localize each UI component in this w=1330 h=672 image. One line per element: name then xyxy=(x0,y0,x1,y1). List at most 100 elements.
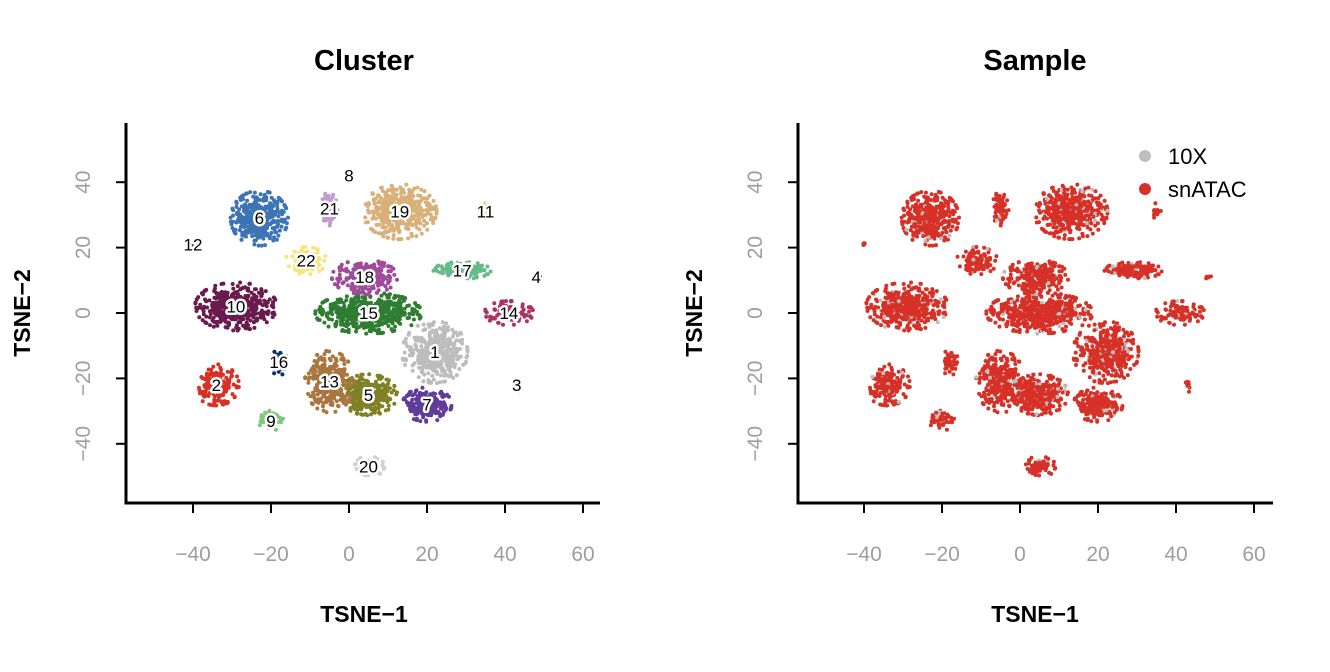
data-point xyxy=(306,391,311,396)
data-point xyxy=(528,305,533,309)
data-point xyxy=(429,345,434,349)
data-point xyxy=(1127,356,1132,361)
data-point xyxy=(405,344,410,349)
data-point xyxy=(207,378,212,383)
data-point xyxy=(1076,344,1081,349)
data-point xyxy=(317,269,322,274)
data-point xyxy=(251,315,256,320)
data-point xyxy=(439,404,444,409)
data-point xyxy=(362,393,367,398)
data-point xyxy=(390,321,395,326)
data-point xyxy=(218,386,222,391)
data-point xyxy=(416,409,420,414)
data-point xyxy=(1111,320,1116,325)
data-point xyxy=(446,374,451,379)
data-point xyxy=(423,340,428,345)
data-point xyxy=(882,392,887,396)
data-point xyxy=(275,199,280,204)
data-point xyxy=(270,220,275,225)
data-point xyxy=(213,388,218,393)
data-point xyxy=(337,266,342,270)
data-point xyxy=(322,368,327,373)
data-point xyxy=(236,379,241,383)
data-point xyxy=(229,370,234,375)
data-point xyxy=(211,403,216,408)
cluster-label: 11 xyxy=(477,203,495,222)
data-point xyxy=(464,359,468,364)
data-point xyxy=(1047,406,1052,411)
data-point xyxy=(379,185,383,190)
data-point xyxy=(430,323,435,328)
data-point xyxy=(231,286,236,291)
data-point xyxy=(1081,363,1086,368)
data-point xyxy=(246,286,250,291)
data-point xyxy=(326,324,331,329)
data-point xyxy=(286,215,290,220)
data-point xyxy=(1098,334,1103,339)
data-point xyxy=(1116,328,1121,333)
data-point xyxy=(423,208,428,213)
data-point xyxy=(351,393,356,398)
data-point xyxy=(367,210,372,215)
data-point xyxy=(397,306,401,311)
data-point xyxy=(279,224,284,229)
data-point xyxy=(411,417,416,422)
data-point xyxy=(271,238,276,243)
data-point xyxy=(342,362,347,366)
data-point xyxy=(403,296,408,301)
data-point xyxy=(329,309,334,313)
data-point xyxy=(275,219,280,223)
data-point xyxy=(1115,341,1120,346)
data-point xyxy=(216,362,221,367)
data-point xyxy=(1126,349,1131,354)
data-point xyxy=(415,400,420,405)
data-point xyxy=(396,223,401,227)
data-point xyxy=(877,367,882,372)
data-point xyxy=(371,397,376,402)
data-point xyxy=(1136,353,1141,358)
data-point xyxy=(897,378,902,383)
data-point xyxy=(203,288,208,293)
data-point xyxy=(887,376,892,381)
data-point xyxy=(439,333,444,338)
data-point xyxy=(279,420,283,425)
data-point xyxy=(346,359,351,364)
data-point xyxy=(369,384,374,389)
data-point xyxy=(276,214,281,219)
data-point xyxy=(421,328,426,333)
data-point xyxy=(244,191,249,196)
data-point xyxy=(435,418,440,423)
data-point xyxy=(203,320,208,325)
data-point xyxy=(364,404,369,409)
data-point xyxy=(398,185,403,190)
data-point xyxy=(315,316,320,321)
data-point xyxy=(254,295,258,300)
data-point xyxy=(440,320,445,325)
data-point xyxy=(247,327,252,331)
data-point xyxy=(378,274,383,279)
data-point xyxy=(1071,356,1076,361)
sample-panel: Sample TSNE−1 TSNE−2 −40 −20 0 20 40 60−40−20… xyxy=(681,45,1273,627)
data-point xyxy=(419,409,424,414)
data-point xyxy=(284,221,289,226)
data-point xyxy=(1104,344,1109,349)
data-point xyxy=(354,329,359,334)
data-point xyxy=(367,322,372,327)
data-point xyxy=(241,317,246,322)
data-point xyxy=(205,384,210,389)
data-point xyxy=(391,233,396,238)
data-point xyxy=(413,301,418,306)
data-point xyxy=(313,311,318,316)
data-point xyxy=(1116,364,1121,369)
data-point xyxy=(483,309,488,313)
data-point xyxy=(203,377,208,382)
data-point xyxy=(373,196,378,201)
data-point xyxy=(1101,323,1106,328)
data-point xyxy=(1088,348,1093,353)
data-point xyxy=(311,376,316,381)
data-point xyxy=(1132,362,1137,367)
data-point xyxy=(259,214,264,219)
y-tick-label: 20 xyxy=(72,236,95,259)
data-point xyxy=(484,272,489,277)
data-point xyxy=(1121,334,1126,339)
